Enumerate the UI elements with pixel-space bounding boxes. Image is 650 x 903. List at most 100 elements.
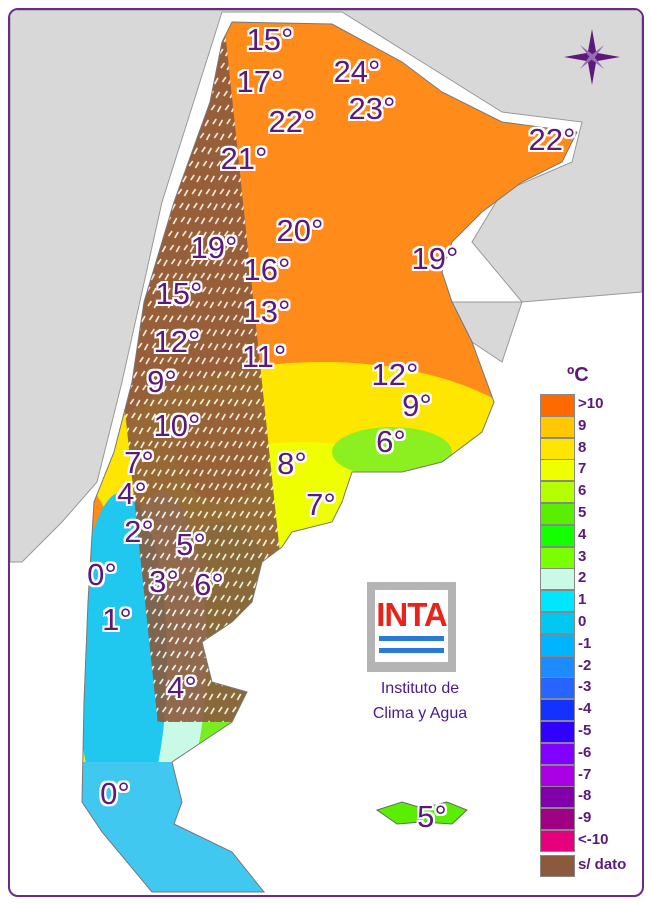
temperature-label: 0° bbox=[87, 557, 117, 592]
inta-logo: INTA bbox=[367, 582, 456, 672]
temperature-label: 10° bbox=[153, 408, 201, 443]
institute-name: Instituto de Clima y Agua bbox=[345, 676, 495, 726]
legend-label: <-10 bbox=[578, 831, 609, 848]
map-frame: 15° 17° 24° 23° 22° 22° 21° 20° 19° 19° 16° 15° 13° 1… bbox=[8, 8, 644, 897]
temperature-label: 4° bbox=[117, 476, 147, 511]
legend-label: 6 bbox=[578, 482, 587, 500]
legend-swatch bbox=[540, 546, 575, 569]
legend-swatch bbox=[540, 481, 575, 504]
temperature-label: 23° bbox=[348, 91, 396, 126]
legend-label: -2 bbox=[578, 656, 592, 674]
legend-swatch bbox=[540, 721, 575, 743]
temperature-label: 15° bbox=[246, 22, 294, 57]
legend-label: -3 bbox=[578, 678, 592, 696]
legend-label: 8 bbox=[578, 438, 587, 456]
legend-item: -4 bbox=[540, 699, 640, 722]
legend-item: 2 bbox=[540, 568, 640, 591]
legend-label: 1 bbox=[578, 591, 587, 609]
legend-label: -1 bbox=[578, 634, 592, 652]
legend-item: -6 bbox=[540, 742, 640, 765]
temperature-label: 5° bbox=[417, 799, 447, 834]
temperature-label: 5° bbox=[176, 527, 206, 562]
legend-item: 3 bbox=[540, 546, 640, 569]
institute-line-2: Clima y Agua bbox=[372, 705, 468, 722]
legend-label: 2 bbox=[578, 569, 587, 587]
temperature-label: 9° bbox=[147, 364, 177, 399]
legend-item: -8 bbox=[540, 786, 640, 809]
legend-item: 5 bbox=[540, 503, 640, 525]
legend-item: -7 bbox=[540, 764, 640, 787]
legend-swatch bbox=[540, 437, 575, 460]
legend-item: -5 bbox=[540, 721, 640, 743]
temperature-label: 12° bbox=[371, 357, 419, 392]
legend-item-no-data: s/ dato bbox=[540, 854, 640, 877]
legend-swatch bbox=[540, 655, 575, 678]
legend-item: <-10 bbox=[540, 830, 640, 852]
temperature-label: 17° bbox=[236, 64, 284, 99]
legend-swatch bbox=[540, 459, 575, 482]
temperature-label: 3° bbox=[149, 564, 179, 599]
temperature-label: 4° bbox=[167, 670, 197, 705]
legend-swatch bbox=[540, 677, 575, 700]
malvinas-islands bbox=[375, 801, 468, 825]
legend-swatch bbox=[540, 394, 575, 416]
legend-swatch bbox=[540, 699, 575, 722]
legend-label: >10 bbox=[578, 395, 604, 412]
temperature-label: 22° bbox=[528, 122, 576, 157]
legend-label: -4 bbox=[578, 700, 592, 718]
temperature-label: 9° bbox=[402, 388, 432, 423]
legend-swatch bbox=[540, 612, 575, 634]
temperature-label: 15° bbox=[155, 276, 203, 311]
legend-label: -7 bbox=[578, 765, 592, 783]
temperature-label: 7° bbox=[306, 487, 336, 522]
legend-title: ºC bbox=[567, 364, 589, 386]
temperature-label: 0° bbox=[100, 776, 130, 811]
legend-item: -1 bbox=[540, 633, 640, 656]
map-svg bbox=[10, 10, 642, 893]
temperature-label: 12° bbox=[153, 324, 201, 359]
legend-swatch bbox=[540, 503, 575, 525]
legend-item: >10 bbox=[540, 394, 640, 416]
temperature-label: 1° bbox=[102, 602, 132, 637]
legend-label: 3 bbox=[578, 547, 587, 565]
legend-item: 0 bbox=[540, 612, 640, 634]
legend-item: 9 bbox=[540, 415, 640, 438]
legend-swatch bbox=[540, 764, 575, 787]
legend-item: -2 bbox=[540, 655, 640, 678]
legend-swatch bbox=[540, 415, 575, 438]
legend-label: -9 bbox=[578, 809, 592, 827]
temperature-label: 6° bbox=[376, 424, 406, 459]
legend-swatch bbox=[540, 568, 575, 591]
legend-item: -9 bbox=[540, 808, 640, 831]
no-data-swatch bbox=[540, 854, 575, 877]
temperature-label: 16° bbox=[243, 252, 291, 287]
legend-swatch bbox=[540, 808, 575, 831]
legend-swatch bbox=[540, 786, 575, 809]
temperature-label: 2° bbox=[124, 514, 154, 549]
legend-item: 6 bbox=[540, 481, 640, 504]
temperature-label: 8° bbox=[277, 446, 307, 481]
temperature-label: 19° bbox=[190, 230, 238, 265]
legend-swatch bbox=[540, 633, 575, 656]
logo-text: INTA bbox=[376, 596, 448, 633]
temperature-label: 13° bbox=[243, 294, 291, 329]
temperature-label: 20° bbox=[276, 213, 324, 248]
legend-label: 5 bbox=[578, 504, 587, 521]
legend-label: -8 bbox=[578, 787, 592, 805]
temperature-label: 7° bbox=[124, 445, 154, 480]
temperature-label: 19° bbox=[411, 241, 459, 276]
legend-item: 8 bbox=[540, 437, 640, 460]
legend-swatch bbox=[540, 830, 575, 852]
legend-swatch bbox=[540, 590, 575, 613]
legend-label: 0 bbox=[578, 613, 587, 630]
legend-item: 1 bbox=[540, 590, 640, 613]
legend-item: -3 bbox=[540, 677, 640, 700]
legend-item: 7 bbox=[540, 459, 640, 482]
legend-label: 7 bbox=[578, 460, 587, 478]
legend-swatch bbox=[540, 524, 575, 547]
legend-label: -6 bbox=[578, 743, 592, 761]
legend-label: 4 bbox=[578, 525, 587, 543]
temperature-label: 6° bbox=[194, 567, 224, 602]
legend-label: -5 bbox=[578, 722, 592, 739]
legend-item: 4 bbox=[540, 524, 640, 547]
